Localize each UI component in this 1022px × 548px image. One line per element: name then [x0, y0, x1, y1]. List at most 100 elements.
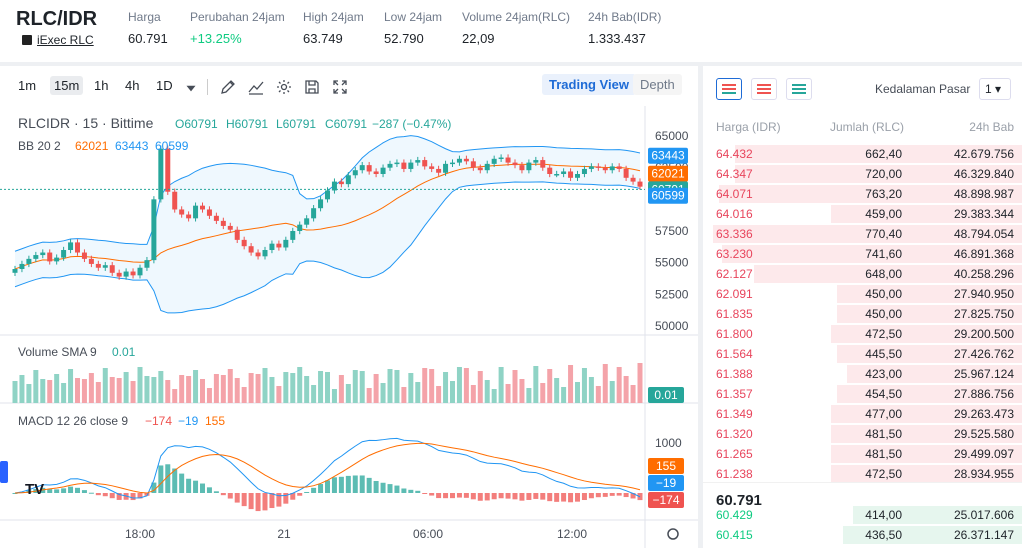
bid-row[interactable]: 60.429 414,00 25.017.606	[703, 505, 1022, 525]
ask-row[interactable]: 61.238 472,50 28.934.955	[703, 464, 1022, 484]
volume-bar	[595, 386, 601, 403]
depth-bar	[830, 445, 1022, 463]
ask-row[interactable]: 62.127 648,00 40.258.296	[703, 264, 1022, 284]
ask-row[interactable]: 64.071 763,20 48.898.987	[703, 184, 1022, 204]
candle-body	[304, 218, 310, 225]
candle-body	[318, 199, 324, 209]
candle-body	[123, 271, 129, 277]
bid-row[interactable]: 60.415 436,50 26.371.147	[703, 525, 1022, 545]
indicators-icon[interactable]	[247, 78, 265, 96]
candle-body	[616, 166, 622, 169]
ask-row[interactable]: 63.336 770,40 48.794.054	[703, 224, 1022, 244]
ohlc-close: C60791	[325, 117, 367, 131]
tf-1m[interactable]: 1m	[18, 78, 37, 93]
bb-fill	[15, 135, 640, 313]
price-tag	[648, 147, 688, 164]
candle-body	[526, 162, 532, 171]
depth-bar	[734, 165, 1022, 183]
volume-bar	[498, 367, 504, 403]
ask-row[interactable]: 61.320 481,50 29.525.580	[703, 424, 1022, 444]
view-bids-button[interactable]	[786, 78, 812, 100]
candle-body	[116, 272, 122, 277]
volume-bar	[165, 380, 171, 403]
tf-1h[interactable]: 1h	[94, 78, 109, 93]
y-tick-label: 52500	[655, 287, 689, 301]
candle-body	[33, 255, 39, 259]
macd-histogram-bar	[47, 489, 53, 493]
price-chart[interactable]: 6500062500600005750055000525005000063443…	[0, 106, 698, 548]
tf-4h[interactable]: 4h	[125, 78, 140, 93]
macd-histogram-bar	[366, 477, 372, 493]
macd-histogram-bar	[352, 475, 358, 493]
volume-bar	[40, 379, 46, 403]
depth-select[interactable]: 1 ▾	[979, 78, 1011, 100]
tf-15m[interactable]: 15m	[50, 76, 84, 95]
macd-histogram-bar	[630, 493, 636, 499]
macd-histogram-bar	[40, 487, 46, 493]
depth-bar	[836, 385, 1022, 403]
view-both-button[interactable]	[716, 78, 742, 100]
macd-histogram-bar	[387, 484, 393, 493]
volume-bar	[359, 371, 365, 403]
macd-histogram-bar	[526, 493, 532, 500]
volume-bar	[61, 383, 67, 403]
ask-price: 61.320	[716, 427, 753, 441]
volume-bar	[193, 370, 199, 403]
save-icon[interactable]	[303, 78, 321, 96]
ask-row[interactable]: 62.091 450,00 27.940.950	[703, 284, 1022, 304]
ask-row[interactable]: 61.564 445,50 27.426.762	[703, 344, 1022, 364]
price-tag-label: 63443	[651, 149, 685, 163]
candle-body	[387, 163, 393, 168]
volume-bar	[200, 379, 205, 403]
macd-histogram-bar	[331, 477, 337, 493]
volume-bar	[630, 385, 636, 403]
ask-row[interactable]: 61.800 472,50 29.200.500	[703, 324, 1022, 344]
macd-histogram-bar	[588, 493, 594, 499]
tf-1d[interactable]: 1D	[156, 78, 173, 93]
ask-row[interactable]: 61.357 454,50 27.886.756	[703, 384, 1022, 404]
depth-bar	[734, 145, 1022, 163]
ask-row[interactable]: 64.432 662,40 42.679.756	[703, 144, 1022, 164]
depth-tab[interactable]: Depth	[633, 74, 682, 95]
candle-body	[456, 158, 462, 163]
settings-gear-icon[interactable]	[275, 78, 293, 96]
view-asks-button[interactable]	[751, 78, 777, 100]
candle-body	[248, 246, 254, 253]
ask-row[interactable]: 64.016 459,00 29.383.344	[703, 204, 1022, 224]
candle-body	[40, 252, 46, 256]
ask-row[interactable]: 61.265 481,50 29.499.097	[703, 444, 1022, 464]
fullscreen-icon[interactable]	[331, 78, 349, 96]
bid-price: 60.415	[716, 528, 753, 542]
candle-body	[95, 263, 101, 268]
timeframe-dropdown-icon[interactable]	[182, 79, 200, 97]
x-tick-label: 12:00	[557, 527, 587, 541]
depth-bar	[712, 225, 1022, 243]
volume-bar	[623, 376, 629, 403]
ask-amount: 720,00	[865, 167, 902, 181]
ask-row[interactable]: 64.347 720,00 46.329.840	[703, 164, 1022, 184]
ask-row[interactable]: 61.388 423,00 25.967.124	[703, 364, 1022, 384]
ohlc-low: L60791	[276, 117, 316, 131]
ask-row[interactable]: 61.349 477,00 29.263.473	[703, 404, 1022, 424]
ask-row[interactable]: 63.230 741,60 46.891.368	[703, 244, 1022, 264]
ask-row[interactable]: 61.835 450,00 27.825.750	[703, 304, 1022, 324]
macd-histogram-bar	[575, 493, 580, 502]
macd-histogram-bar	[415, 490, 421, 493]
volume-bar	[609, 381, 615, 403]
ask-price: 61.349	[716, 407, 753, 421]
stat-low: Low 24jam 52.790	[384, 10, 443, 46]
macd-tick: 1000	[655, 436, 682, 450]
macd-histogram-bar	[255, 493, 261, 512]
macd-histogram-bar	[304, 491, 310, 493]
macd-tag	[648, 458, 684, 474]
macd-histogram-bar	[456, 493, 462, 498]
chart-settings-icon	[667, 528, 679, 540]
macd-histogram-bar	[394, 485, 400, 493]
candle-body	[213, 215, 219, 221]
trading-view-tab[interactable]: Trading View	[542, 74, 636, 95]
stat-turnover: 24h Bab(IDR) 1.333.437	[588, 10, 662, 46]
toolbar-divider	[207, 79, 208, 95]
coin-info-link[interactable]: iExec RLC	[22, 33, 94, 47]
draw-pen-icon[interactable]	[219, 78, 237, 96]
macd-histogram-bar	[581, 493, 587, 501]
